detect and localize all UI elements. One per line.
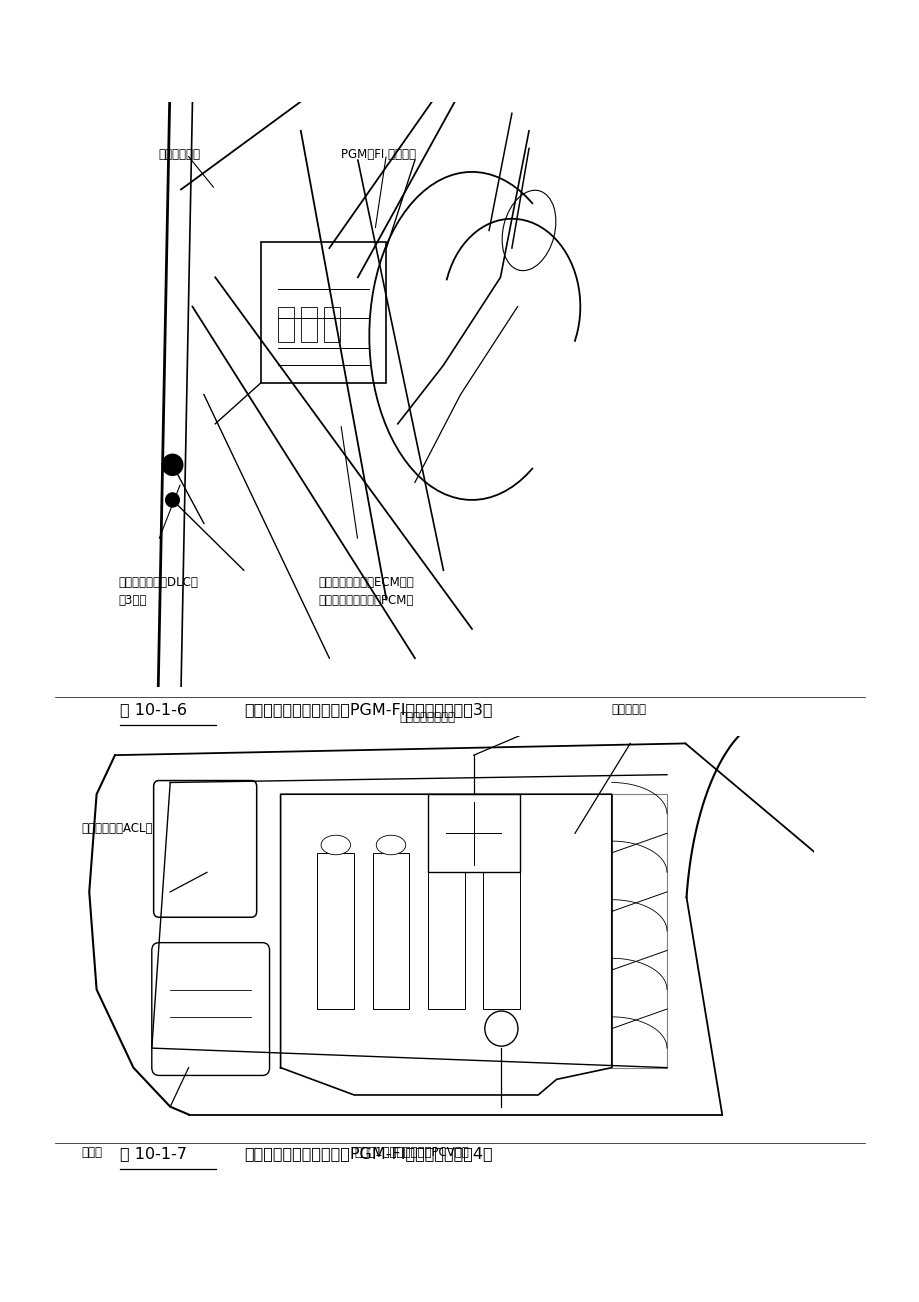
Circle shape	[484, 1010, 517, 1047]
Text: 空气滤清器（ACL）: 空气滤清器（ACL）	[82, 822, 153, 835]
Ellipse shape	[486, 836, 516, 854]
Text: 图 10-1-7: 图 10-1-7	[119, 1146, 187, 1161]
Bar	[301, 306, 316, 341]
FancyBboxPatch shape	[153, 780, 256, 917]
FancyBboxPatch shape	[152, 943, 269, 1075]
Bar	[372, 853, 409, 1009]
Ellipse shape	[321, 836, 350, 854]
Bar	[427, 794, 519, 872]
Text: 节气门体ＨＴＢ）: 节气门体ＨＴＢ）	[400, 711, 455, 724]
Text: 程序控制燃油噴射系统（PGM-FI）部件位置图（3）: 程序控制燃油噴射系统（PGM-FI）部件位置图（3）	[244, 702, 492, 717]
Ellipse shape	[502, 190, 555, 271]
Bar	[323, 306, 339, 341]
Text: 程序控制燃油噴射系统（PGM-FI）部件位置图（4）: 程序控制燃油噴射系统（PGM-FI）部件位置图（4）	[244, 1146, 492, 1161]
Text: 曲轴符1强制通风装置（PCV）阀: 曲轴符1强制通风装置（PCV）阀	[354, 1146, 469, 1159]
Text: 共振腔: 共振腔	[82, 1146, 103, 1159]
Text: 节气门拉索: 节气门拉索	[611, 703, 646, 716]
Ellipse shape	[431, 836, 460, 854]
Ellipse shape	[376, 836, 405, 854]
Bar	[317, 853, 354, 1009]
Text: PGM－FI 主继电器: PGM－FI 主继电器	[340, 148, 415, 161]
Text: 数据传输插头（DLC）
（3芒）: 数据传输插头（DLC） （3芒）	[119, 575, 198, 607]
Circle shape	[165, 493, 179, 506]
Text: 发动机控制模块（ECM）／
动力系统控制模块（PCM）: 发动机控制模块（ECM）／ 动力系统控制模块（PCM）	[318, 575, 414, 607]
Text: 维修检查插头: 维修检查插头	[158, 148, 200, 161]
Bar	[427, 853, 464, 1009]
Bar	[278, 306, 294, 341]
Circle shape	[162, 454, 183, 475]
Bar	[611, 794, 666, 1068]
Bar	[482, 853, 519, 1009]
Text: 图 10-1-6: 图 10-1-6	[119, 702, 187, 717]
Bar	[261, 242, 386, 383]
